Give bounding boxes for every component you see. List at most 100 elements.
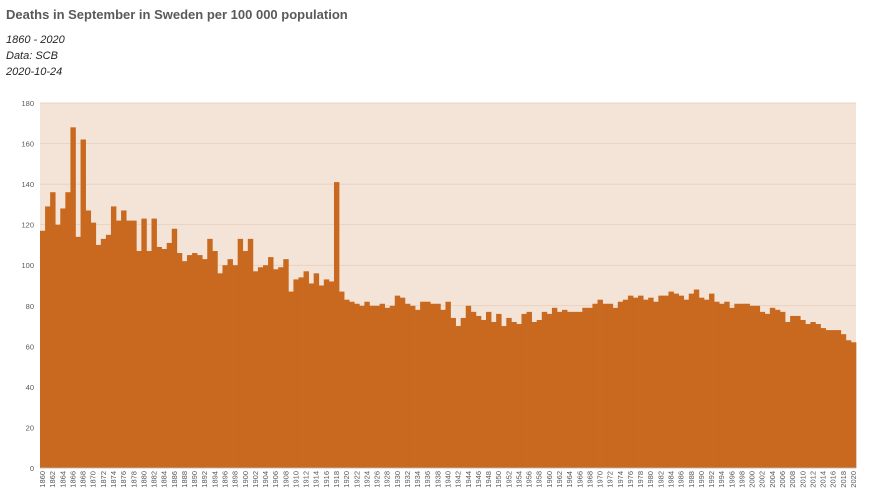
bar (328, 281, 335, 468)
x-tick-label: 1916 (322, 471, 331, 488)
bar (850, 342, 857, 468)
x-tick-label: 1962 (555, 471, 564, 488)
bar (247, 238, 254, 468)
x-tick-label: 1996 (727, 471, 736, 488)
x-tick-label: 1890 (190, 471, 199, 488)
bar (607, 303, 614, 468)
x-tick-label: 1940 (444, 471, 453, 488)
bar (298, 277, 304, 468)
bar (602, 303, 609, 468)
x-tick-label: 1972 (606, 471, 615, 488)
bar (252, 271, 259, 468)
bar (683, 299, 690, 468)
bar (156, 246, 162, 468)
bar (430, 303, 436, 468)
bar (126, 220, 132, 468)
bar (612, 307, 619, 468)
x-tick-label: 1912 (302, 471, 311, 488)
x-tick-label: 1934 (413, 471, 422, 488)
x-tick-label: 1956 (525, 471, 534, 488)
bar (587, 307, 593, 468)
x-tick-label: 1978 (636, 471, 645, 488)
bar (638, 295, 644, 468)
bar (567, 311, 573, 468)
bar (237, 238, 244, 468)
x-tick-label: 1980 (646, 471, 655, 488)
bar (217, 273, 223, 468)
bar (749, 305, 755, 468)
x-tick-label: 2002 (758, 471, 767, 488)
bar (460, 317, 467, 468)
x-tick-label: 1898 (231, 471, 240, 488)
bar (257, 267, 264, 468)
bar (480, 319, 487, 468)
bar (698, 297, 705, 468)
bar (50, 192, 56, 468)
x-tick-label: 1880 (139, 471, 148, 488)
bar (420, 301, 426, 468)
bar (572, 311, 578, 468)
bar (404, 303, 411, 468)
bar (151, 218, 157, 468)
x-tick-label: 1872 (99, 471, 108, 488)
bar (344, 299, 350, 468)
bar (263, 265, 269, 468)
y-tick-label: 140 (21, 180, 34, 189)
bar (709, 293, 715, 468)
bar (293, 279, 299, 468)
bar (754, 305, 761, 468)
x-tick-label: 1932 (403, 471, 412, 488)
y-tick-label: 20 (26, 423, 34, 432)
bar (663, 295, 669, 468)
bar (830, 330, 837, 468)
bar (465, 305, 472, 468)
bar (75, 236, 81, 468)
bar (364, 301, 370, 468)
bar (501, 326, 507, 468)
x-tick-label: 2010 (798, 471, 807, 488)
bar (820, 328, 826, 468)
bar (55, 224, 61, 468)
x-tick-label: 2014 (819, 471, 828, 488)
bar (288, 291, 294, 468)
bar (40, 230, 46, 468)
bar (100, 238, 107, 468)
x-tick-label: 1882 (150, 471, 159, 488)
x-tick-label: 1868 (79, 471, 88, 488)
subtitle-source: Data: SCB (6, 50, 58, 62)
bar (90, 222, 97, 468)
x-tick-label: 1928 (383, 471, 392, 488)
bar (658, 295, 664, 468)
x-tick-label: 1966 (575, 471, 584, 488)
bar (774, 309, 781, 468)
bar (673, 293, 679, 468)
x-tick-label: 1906 (271, 471, 280, 488)
bar (197, 255, 203, 468)
bar (810, 322, 816, 468)
bar (516, 324, 522, 468)
bar (166, 242, 173, 468)
bar (60, 208, 66, 468)
bar (136, 251, 142, 468)
bar (455, 326, 462, 468)
bar (531, 322, 538, 468)
x-tick-label: 1888 (180, 471, 189, 488)
x-tick-label: 2004 (768, 471, 777, 488)
x-tick-label: 1938 (433, 471, 442, 488)
x-tick-label: 1946 (474, 471, 483, 488)
bar (80, 139, 86, 468)
subtitle-date: 2020-10-24 (6, 66, 63, 78)
bar (744, 303, 750, 468)
bar (825, 330, 832, 468)
bar (202, 259, 208, 468)
x-tick-label: 2020 (849, 471, 858, 488)
bar (349, 301, 355, 468)
bar (354, 303, 360, 468)
bar (232, 265, 239, 468)
bar (450, 317, 456, 468)
bar (161, 249, 168, 468)
x-tick-label: 1878 (129, 471, 138, 488)
bar (435, 303, 441, 468)
bar (110, 206, 117, 468)
